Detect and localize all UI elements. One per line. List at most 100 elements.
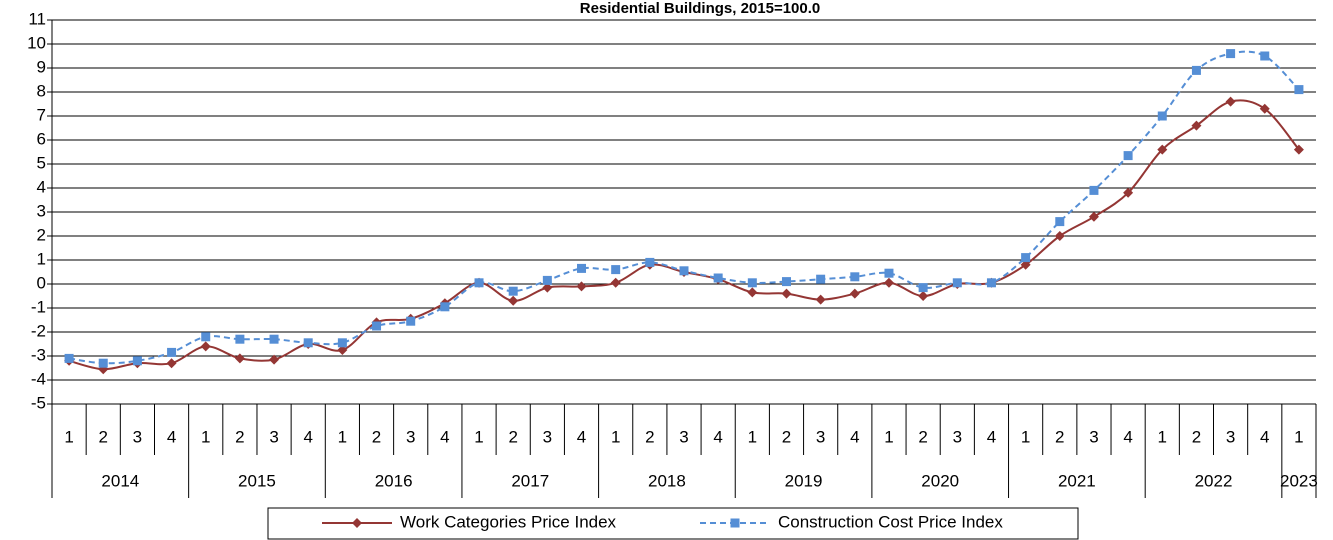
point: [269, 334, 279, 344]
x-tick-label: 3: [816, 427, 825, 446]
point: [508, 286, 518, 296]
series-line: [68, 50, 1300, 365]
point: [918, 291, 929, 301]
y-tick-label: 8: [37, 81, 46, 100]
point: [64, 353, 74, 363]
legend-box: [267, 507, 1079, 540]
point: [132, 356, 142, 366]
point: [1055, 217, 1065, 227]
x-tick-label: 1: [884, 427, 893, 446]
x-tick-label: 3: [679, 427, 688, 446]
point: [508, 295, 519, 306]
chart-title: Residential Buildings, 2015=100.0: [580, 0, 821, 17]
x-tick-label: 3: [953, 427, 962, 446]
point: [1020, 259, 1031, 270]
y-tick-label: 3: [37, 201, 46, 220]
x-tick-label: 2: [782, 427, 791, 446]
x-tick-label: 1: [474, 427, 483, 446]
point: [303, 338, 313, 348]
point: [1260, 51, 1270, 61]
point: [781, 288, 792, 299]
x-tick-label: 1: [338, 427, 347, 446]
point: [1054, 231, 1065, 241]
x-tick-label: 2: [99, 427, 108, 446]
year-label: 2016: [375, 471, 413, 490]
y-tick-label: 0: [37, 273, 46, 292]
point: [1089, 185, 1099, 195]
point: [815, 294, 826, 305]
year-label: 2019: [785, 471, 823, 490]
x-tick-label: 2: [508, 427, 517, 446]
point: [1226, 49, 1236, 59]
year-label: 2018: [648, 471, 686, 490]
point: [850, 272, 860, 282]
x-tick-label: 1: [748, 427, 757, 446]
legend-marker: [352, 518, 362, 528]
point: [1191, 120, 1202, 131]
x-tick-label: 3: [406, 427, 415, 446]
point: [166, 358, 177, 369]
y-tick-label: -4: [31, 369, 46, 388]
point: [1191, 65, 1201, 75]
x-tick-label: 4: [1123, 427, 1132, 446]
point: [337, 338, 347, 348]
point: [679, 266, 689, 276]
point: [713, 273, 723, 283]
point: [542, 282, 553, 293]
x-tick-label: 1: [1021, 427, 1030, 446]
y-tick-label: -5: [31, 393, 46, 412]
point: [1157, 111, 1167, 121]
point: [406, 316, 416, 326]
point: [883, 277, 894, 288]
year-label: 2014: [101, 471, 139, 490]
year-label: 2015: [238, 471, 276, 490]
year-label: 2022: [1195, 471, 1233, 490]
x-tick-label: 1: [1158, 427, 1167, 446]
x-tick-label: 3: [133, 427, 142, 446]
point: [542, 275, 552, 285]
x-tick-label: 1: [1294, 427, 1303, 446]
point: [98, 358, 108, 368]
point: [167, 347, 177, 357]
x-tick-label: 4: [577, 427, 586, 446]
legend-label: Work Categories Price Index: [400, 512, 617, 531]
y-tick-label: -1: [31, 297, 46, 316]
y-tick-label: 7: [37, 105, 46, 124]
y-tick-label: 5: [37, 153, 46, 172]
x-tick-label: 3: [1226, 427, 1235, 446]
y-tick-label: 11: [28, 9, 46, 28]
point: [1293, 144, 1304, 155]
point: [747, 278, 757, 288]
point: [372, 321, 382, 331]
point: [1294, 85, 1304, 95]
x-tick-label: 4: [167, 427, 176, 446]
x-tick-label: 2: [918, 427, 927, 446]
y-tick-label: 6: [37, 129, 46, 148]
x-tick-label: 1: [611, 427, 620, 446]
point: [1157, 144, 1168, 155]
point: [611, 265, 621, 275]
point: [781, 277, 791, 287]
point: [440, 302, 450, 312]
x-tick-label: 4: [1260, 427, 1269, 446]
x-tick-label: 4: [987, 427, 996, 446]
x-tick-label: 2: [1192, 427, 1201, 446]
x-tick-label: 1: [201, 427, 210, 446]
point: [1021, 253, 1031, 263]
point: [235, 334, 245, 344]
point: [747, 287, 758, 298]
point: [201, 332, 211, 342]
y-tick-label: 4: [37, 177, 46, 196]
y-tick-label: -3: [31, 345, 46, 364]
x-tick-label: 4: [303, 427, 312, 446]
point: [816, 274, 826, 284]
x-tick-label: 4: [850, 427, 859, 446]
legend-marker: [730, 518, 740, 528]
point: [952, 278, 962, 288]
x-tick-label: 2: [1055, 427, 1064, 446]
point: [1123, 187, 1134, 198]
point: [610, 277, 621, 288]
point: [849, 288, 860, 299]
year-label: 2021: [1058, 471, 1096, 490]
